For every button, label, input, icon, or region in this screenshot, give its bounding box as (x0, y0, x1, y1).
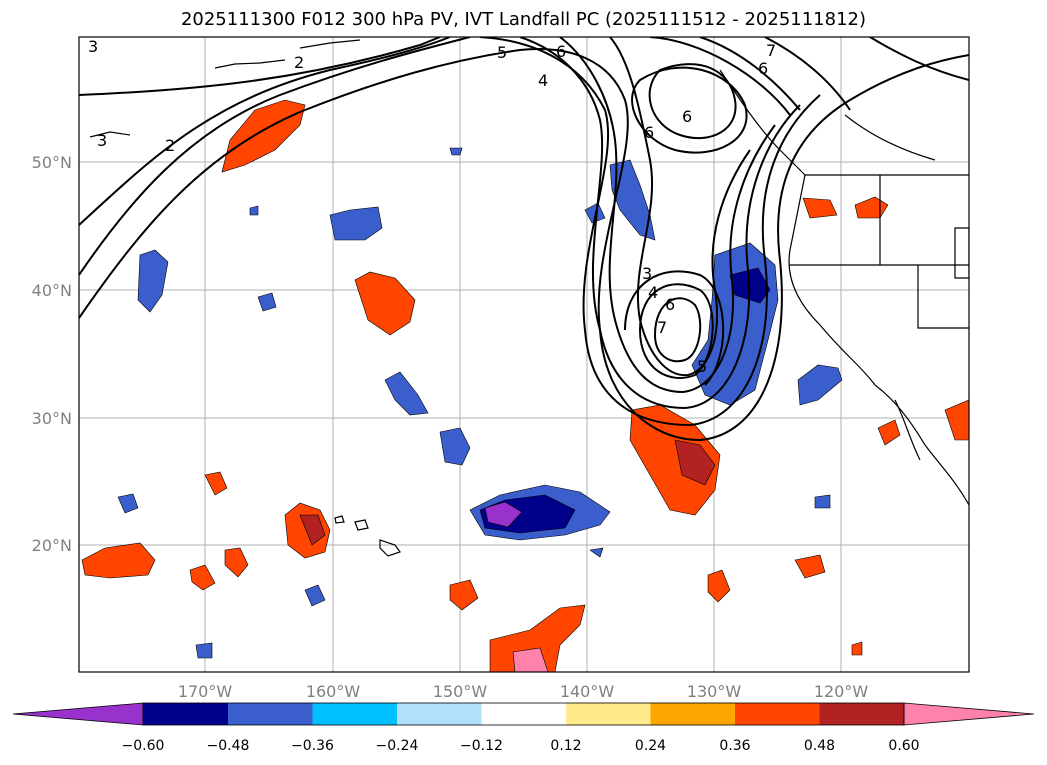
lat-label: 40°N (32, 281, 72, 300)
pv-negative-region (589, 547, 604, 558)
colorbar-segment (650, 703, 735, 725)
lat-axis-labels: 50°N 40°N 30°N 20°N (32, 153, 72, 555)
pv-positive-region (204, 471, 228, 496)
contour-labels: 3 2 3 2 5 6 4 6 7 6 6 3 4 6 7 5 (88, 37, 776, 376)
pv-positive-region (802, 197, 838, 219)
pv-positive-region (707, 569, 731, 603)
colorbar-tick-label: 0.24 (635, 738, 666, 754)
contour-label: 7 (766, 41, 776, 60)
colorbar-segment (12, 702, 144, 726)
lat-label: 30°N (32, 409, 72, 428)
contour-label: 3 (88, 37, 98, 56)
colorbar-segment (228, 703, 313, 725)
pv-negative-region (137, 249, 169, 313)
lon-label: 150°W (433, 682, 488, 701)
contour-label: 7 (657, 318, 667, 337)
contour-label: 3 (97, 131, 107, 150)
contour-label: 6 (665, 295, 675, 314)
pv-negative-region (329, 206, 383, 241)
coastlines (89, 39, 969, 557)
lon-axis-labels: 170°W 160°W 150°W 140°W 130°W 120°W (178, 682, 869, 701)
contour-label: 4 (538, 71, 548, 90)
pv-positive-region (224, 547, 249, 578)
colorbar-frame (142, 702, 905, 726)
pv-negative-region (304, 584, 326, 607)
pv-positive-region (674, 439, 716, 486)
colorbar-segment (819, 703, 904, 725)
pv-negative-region (439, 427, 471, 466)
colorbar-segment (735, 703, 820, 725)
colorbar-segment (143, 703, 228, 725)
colorbar-tick-label: 0.48 (804, 738, 835, 754)
lat-label: 20°N (32, 536, 72, 555)
pv-negative-region (195, 642, 213, 659)
colorbar-tick-label: −0.12 (460, 738, 503, 754)
contour-label: 6 (758, 59, 768, 78)
colorbar-segment (397, 703, 482, 725)
pv-positive-region (221, 99, 306, 173)
pv-positive-region (354, 271, 416, 336)
colorbar-tick-label: 0.36 (719, 738, 750, 754)
lon-label: 140°W (560, 682, 615, 701)
pv-positive-region (189, 564, 216, 591)
pv-positive-region (877, 419, 901, 446)
lon-label: 120°W (814, 682, 869, 701)
contour-label: 6 (682, 107, 692, 126)
colorbar: −0.60 −0.48 −0.36 −0.24 −0.12 0.12 0.24 … (12, 702, 1035, 754)
map-frame (78, 36, 970, 673)
lat-label: 50°N (32, 153, 72, 172)
lon-label: 160°W (306, 682, 361, 701)
pv-positive-region (299, 514, 326, 546)
figure-title: 2025111300 F012 300 hPa PV, IVT Landfall… (180, 9, 867, 30)
contour-label: 3 (642, 264, 652, 283)
ivt-contours (79, 37, 969, 442)
contour-label: 2 (294, 53, 304, 72)
pv-negative-region (814, 494, 831, 509)
pv-positive-region (512, 647, 549, 672)
contour-label: 5 (697, 357, 707, 376)
colorbar-tick-label: −0.48 (207, 738, 250, 754)
pv-negative-region (449, 147, 463, 156)
pv-positive-region (944, 399, 969, 441)
pv-negative-region (257, 292, 277, 312)
contour-label: 5 (497, 43, 507, 62)
colorbar-tick-label: 0.12 (550, 738, 581, 754)
pv-negative-region (797, 364, 843, 406)
colorbar-segment (312, 703, 397, 725)
pv-positive-region (629, 404, 721, 516)
pv-positive-region (449, 579, 479, 611)
colorbar-segment (903, 702, 1035, 726)
contour-label: 2 (165, 136, 175, 155)
lon-label: 130°W (687, 682, 742, 701)
pv-positive-region (81, 542, 156, 579)
pv-positive-region (851, 641, 863, 656)
pv-anomaly-fills (81, 99, 969, 672)
colorbar-segment (481, 703, 566, 725)
pv-negative-region (249, 205, 259, 216)
colorbar-tick-label: −0.24 (376, 738, 419, 754)
pv-negative-region (384, 371, 429, 416)
map-area (79, 37, 969, 672)
lon-label: 170°W (178, 682, 233, 701)
colorbar-tick-label: −0.36 (291, 738, 334, 754)
contour-label: 4 (648, 283, 658, 302)
colorbar-tick-label: 0.60 (888, 738, 919, 754)
contour-label: 6 (556, 42, 566, 61)
colorbar-segment (566, 703, 651, 725)
contour-label: 6 (644, 123, 654, 142)
colorbar-tick-label: −0.60 (122, 738, 165, 754)
pv-negative-region (117, 493, 139, 514)
pv-negative-region (484, 501, 523, 528)
pv-positive-region (794, 554, 826, 579)
